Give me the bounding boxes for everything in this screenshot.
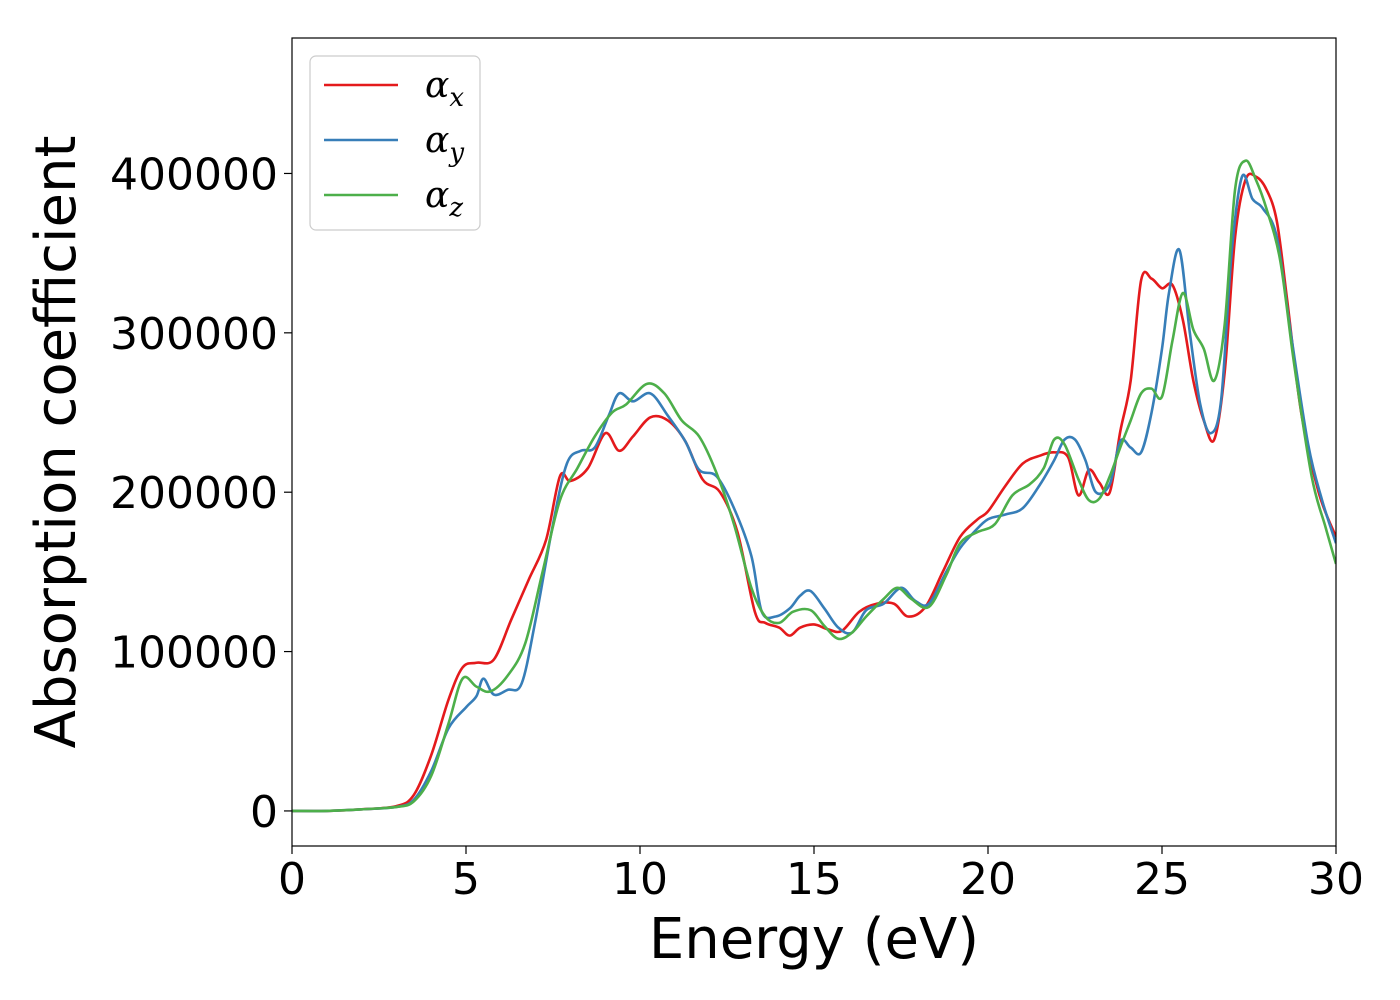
x-tick-label: 25 [1134,854,1190,905]
series-line-z [292,159,1336,813]
y-tick-label: 300000 [110,309,278,360]
y-tick-label: 400000 [110,149,278,200]
x-tick-label: 0 [278,854,306,905]
y-tick-label: 100000 [110,628,278,679]
legend-box [309,55,481,231]
x-tick-label: 5 [452,854,480,905]
x-tick-label: 20 [960,854,1016,905]
series-line-y [292,173,1336,813]
y-axis-label: Absorption coefficient [24,136,89,749]
x-tick-label: 30 [1308,854,1364,905]
y-tick-label: 0 [250,787,278,838]
x-axis-label: Energy (eV) [649,907,979,972]
x-tick-label: 10 [612,854,668,905]
y-tick-label: 200000 [110,468,278,519]
legend-label-x: αx [425,65,464,113]
x-tick-label: 15 [786,854,842,905]
legend-label-y: αy [425,120,464,168]
ticks-layer: 0 5 10 15 20 25 30 0 100000 200000 300000 400000 [110,149,1364,905]
series-layer [292,159,1336,813]
